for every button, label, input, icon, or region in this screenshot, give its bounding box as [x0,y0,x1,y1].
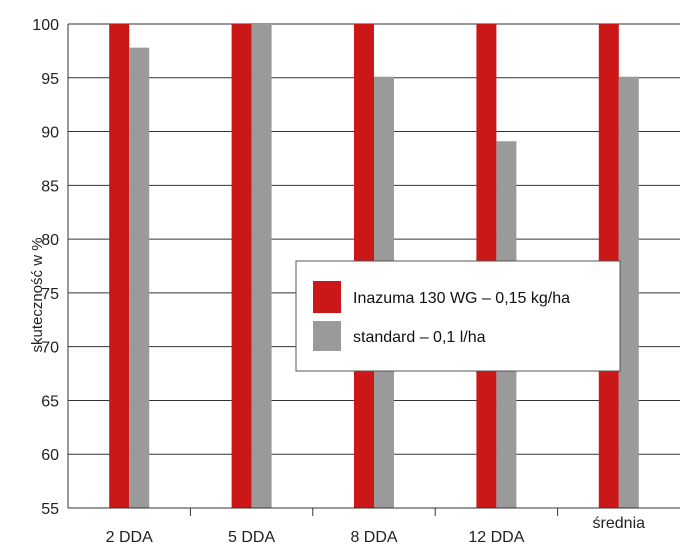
x-category-label-1: 5 DDA [228,529,275,542]
legend: Inazuma 130 WG – 0,15 kg/ha standard – 0… [295,260,621,372]
y-tick-label-85: 85 [41,178,59,195]
y-tick-label-90: 90 [41,125,59,142]
y-tick-label-55: 55 [41,501,59,518]
y-tick-labels: 55 60 65 70 75 80 85 90 95 100 [32,17,59,518]
y-tick-label-65: 65 [41,393,59,410]
y-tick-label-80: 80 [41,232,59,249]
bar-standard-4 [618,76,639,509]
axes [67,24,680,516]
y-tick-label-95: 95 [41,71,59,88]
y-tick-label-60: 60 [41,447,59,464]
legend-box [295,260,621,372]
x-category-label-4: średnia [593,515,646,532]
bar-standard-1 [251,24,272,508]
x-category-label-3: 12 DDA [468,529,524,542]
y-axis-title: skuteczność w % [29,237,46,352]
bar-inazuma-0 [109,24,130,508]
bar-standard-0 [129,47,150,508]
x-category-labels: 2 DDA 5 DDA 8 DDA 12 DDA średnia [106,515,646,546]
legend-swatch-inazuma [313,281,341,313]
legend-label-inazuma: Inazuma 130 WG – 0,15 kg/ha [353,290,570,307]
legend-label-standard: standard – 0,1 l/ha [353,329,486,346]
x-category-label-2: 8 DDA [350,529,397,542]
y-tick-label-100: 100 [32,17,59,34]
x-category-label-0: 2 DDA [106,529,153,542]
y-tick-label-70: 70 [41,340,59,357]
legend-swatch-standard [313,321,341,351]
bar-inazuma-1 [231,24,252,508]
y-tick-label-75: 75 [41,286,59,303]
